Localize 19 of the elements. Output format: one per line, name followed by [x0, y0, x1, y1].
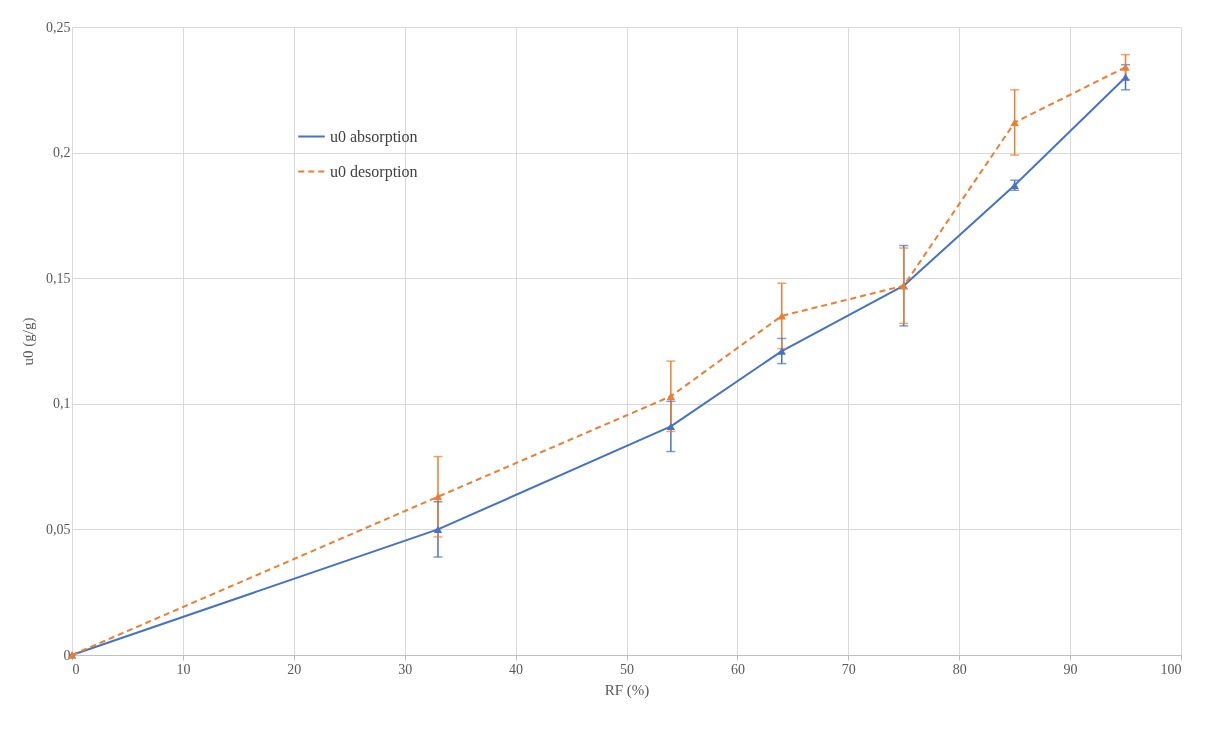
x-tick-label: 80	[952, 661, 967, 677]
x-tick-label: 50	[620, 661, 634, 677]
y-tick-label: 0,2	[53, 145, 71, 161]
x-tick-label: 30	[398, 661, 413, 677]
x-axis-title: RF (%)	[604, 681, 650, 699]
y-axis-title: u0 (g/g)	[20, 317, 37, 366]
x-tick-label: 90	[1063, 661, 1078, 677]
x-tick-label: 20	[287, 661, 302, 677]
x-tick-label: 10	[176, 661, 191, 677]
legend-label: u0 desorption	[330, 162, 418, 181]
x-tick-label: 40	[509, 661, 524, 677]
x-tick-label: 100	[1160, 661, 1182, 677]
y-tick-label: 0,1	[53, 396, 71, 412]
y-tick-label: 0,05	[46, 521, 71, 537]
y-tick-label: 0,15	[46, 270, 71, 286]
x-tick-label: 70	[841, 661, 856, 677]
y-tick-label: 0,25	[46, 19, 71, 35]
legend-label: u0 absorption	[330, 127, 418, 146]
x-tick-label: 60	[730, 661, 745, 677]
